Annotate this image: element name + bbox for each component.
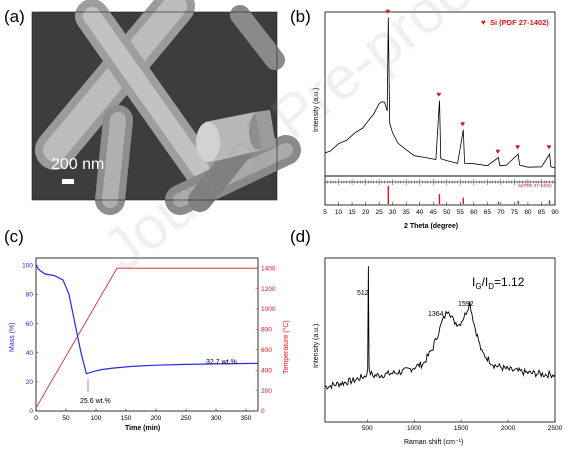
y-tick-label-right: 400 <box>261 367 272 374</box>
xrd-xlabel: 2 Theta (degree) <box>404 223 458 230</box>
x-tick-label: 50 <box>443 209 451 216</box>
panel-b-label: (b) <box>290 7 311 26</box>
x-tick-label: 90 <box>551 209 559 216</box>
x-tick-label: 2500 <box>548 425 563 432</box>
x-tick-label: 25 <box>376 209 384 216</box>
y-tick-label-left: 80 <box>26 292 34 299</box>
raman-curve <box>324 266 556 390</box>
x-tick-label: 200 <box>151 415 162 422</box>
temperature-line <box>35 267 258 409</box>
panel-a-label: (a) <box>4 7 25 26</box>
peak-marker-heart-icon: ♥ <box>460 119 465 128</box>
raman-xlabel: Raman shift (cm⁻¹) <box>404 439 463 446</box>
ratio-text: IG/ID=1.12 <box>472 275 525 291</box>
mass-line <box>35 264 259 375</box>
y-tick-label-right: 0 <box>261 408 265 415</box>
x-tick-label: 10 <box>335 209 343 216</box>
y-tick-label-left: 0 <box>29 408 33 415</box>
x-tick-label: 70 <box>497 209 505 216</box>
x-tick-label: 80 <box>524 209 532 216</box>
x-tick-label: 75 <box>511 209 519 216</box>
xrd-ylabel: Intensity (a.u.) <box>313 88 320 132</box>
y-tick-label-right: 1200 <box>261 286 276 293</box>
raman-ylabel: Intensity (a.u.) <box>313 324 320 368</box>
sem-image: 200 nm <box>31 0 301 215</box>
y-tick-label-left: 40 <box>26 350 34 357</box>
x-tick-label: 150 <box>121 415 132 422</box>
tga-chart: 0 50 100 150 200 250 300 3500204060801000200400… <box>9 257 290 432</box>
x-tick-label: 0 <box>34 415 38 422</box>
x-tick-label: 65 <box>484 209 492 216</box>
x-tick-label: 100 <box>91 415 102 422</box>
y-tick-label-right: 1400 <box>261 265 276 272</box>
x-tick-label: 2000 <box>501 425 516 432</box>
x-tick-label: 300 <box>211 415 222 422</box>
x-tick-label: 30 <box>389 209 397 216</box>
x-tick-label: 500 <box>362 425 373 432</box>
x-tick-label: 5 <box>323 209 327 216</box>
x-tick-label: 1000 <box>407 425 422 432</box>
x-tick-label: 85 <box>538 209 546 216</box>
peak-marker-heart-icon: ♥ <box>385 7 390 16</box>
x-tick-label: 35 <box>403 209 411 216</box>
tga-xlabel: Time (min) <box>125 425 160 432</box>
x-tick-label: 1500 <box>454 425 469 432</box>
x-tick-label: 50 <box>62 415 70 422</box>
scale-bar-label: 200 nm <box>51 156 104 173</box>
y-tick-label-right: 200 <box>261 388 272 395</box>
peak-label-1364: 1364 <box>428 311 444 318</box>
scale-bar <box>62 179 74 184</box>
xrd-legend-label: Si (PDF 27-1402) <box>490 18 549 27</box>
x-tick-label: 250 <box>181 415 192 422</box>
y-tick-label-left: 100 <box>22 262 33 269</box>
xrd-legend: ♥ Si (PDF 27-1402) <box>481 18 549 27</box>
x-tick-label: 55 <box>457 209 465 216</box>
xrd-curve <box>324 17 556 169</box>
x-tick-label: 20 <box>362 209 370 216</box>
panel-c-label: (c) <box>4 227 24 246</box>
x-tick-label: 15 <box>348 209 356 216</box>
x-tick-label: 60 <box>470 209 478 216</box>
x-tick-label: 45 <box>430 209 438 216</box>
y-tick-label-right: 600 <box>261 347 272 354</box>
peak-marker-heart-icon: ♥ <box>495 147 500 156</box>
x-tick-label: 40 <box>416 209 424 216</box>
peak-marker-heart-icon: ♥ <box>547 143 552 152</box>
xrd-ref-label: Si(PDF 27-1402) <box>518 183 552 188</box>
peak-marker-heart-icon: ♥ <box>515 143 520 152</box>
peak-label-1592: 1592 <box>458 301 474 308</box>
peak-label-512: 512 <box>357 290 369 297</box>
x-tick-label: 350 <box>241 415 252 422</box>
y-tick-label-right: 800 <box>261 327 272 334</box>
xrd-chart: ♥ ♥ ♥ ♥ ♥ ♥ 5 10 15 20 25 30 35 40 45 50 55 60 65 70 75 80 85… <box>313 7 559 230</box>
heart-icon: ♥ <box>481 18 486 27</box>
tga-ylabel-right: Temperature (°C) <box>282 320 290 374</box>
annotation-end: 32.7 wt.% <box>206 359 237 366</box>
tga-ylabel-left: Mass (%) <box>9 322 16 352</box>
raman-chart: 500 1000 1500 2000 2500 IG/ID=1.12 512 1364 … <box>313 257 563 446</box>
annotation-min: 25.6 wt.% <box>80 398 111 405</box>
peak-marker-heart-icon: ♥ <box>436 90 441 99</box>
y-tick-label-left: 20 <box>26 379 34 386</box>
y-tick-label-right: 1000 <box>261 306 276 313</box>
panel-d-label: (d) <box>290 227 311 246</box>
y-tick-label-left: 60 <box>26 321 34 328</box>
